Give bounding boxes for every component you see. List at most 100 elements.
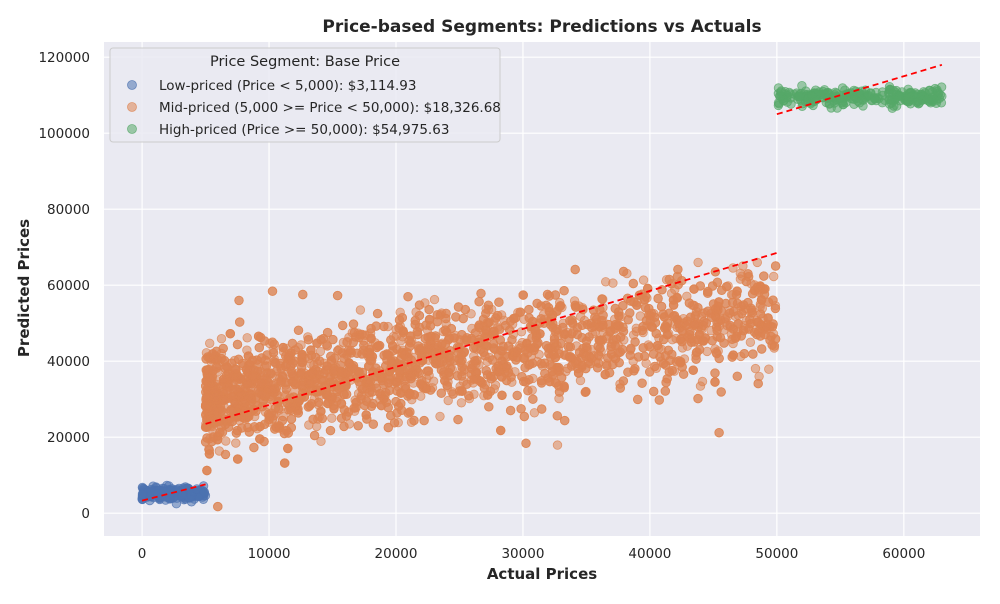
data-point xyxy=(221,436,231,446)
data-point xyxy=(654,395,665,405)
data-point xyxy=(474,297,484,307)
data-point xyxy=(409,390,420,400)
data-point xyxy=(470,328,481,338)
data-point xyxy=(753,326,764,337)
data-point xyxy=(312,338,322,348)
data-point xyxy=(605,326,616,336)
data-point xyxy=(560,415,570,426)
data-point xyxy=(269,339,279,349)
data-point xyxy=(645,316,656,326)
data-point xyxy=(536,359,547,369)
x-tick-label: 60000 xyxy=(882,546,925,562)
data-point xyxy=(509,313,519,324)
data-point xyxy=(505,325,515,335)
data-point xyxy=(586,318,596,329)
data-point xyxy=(206,414,216,425)
data-point xyxy=(287,377,298,387)
data-point xyxy=(422,366,433,376)
data-point xyxy=(280,361,291,372)
data-point xyxy=(741,276,752,287)
data-point xyxy=(368,398,378,409)
data-point xyxy=(267,384,277,394)
data-point xyxy=(357,349,367,359)
data-point xyxy=(366,333,376,343)
data-point xyxy=(515,307,526,317)
data-point xyxy=(673,318,684,329)
data-point xyxy=(671,357,682,367)
data-point xyxy=(233,354,244,365)
data-point xyxy=(521,438,531,449)
data-point xyxy=(529,408,540,418)
data-point xyxy=(769,271,779,282)
data-point xyxy=(540,368,550,379)
x-tick-label: 10000 xyxy=(248,546,291,562)
data-point xyxy=(506,372,516,382)
data-point xyxy=(444,367,454,378)
data-point xyxy=(556,338,566,349)
data-point xyxy=(857,95,867,105)
data-point xyxy=(137,489,148,499)
data-point xyxy=(614,311,624,321)
data-point xyxy=(735,268,746,279)
data-point xyxy=(212,435,223,445)
data-point xyxy=(205,373,215,383)
data-point xyxy=(657,285,667,295)
data-point xyxy=(770,261,781,271)
data-point xyxy=(644,303,654,314)
data-point xyxy=(357,384,368,394)
data-point xyxy=(293,325,304,336)
x-tick-label: 20000 xyxy=(375,546,418,562)
data-point xyxy=(652,340,663,351)
data-point xyxy=(523,386,533,396)
data-point xyxy=(242,333,252,343)
data-point xyxy=(550,352,561,363)
data-point xyxy=(747,305,757,316)
data-point xyxy=(638,343,648,353)
data-point xyxy=(773,100,784,111)
data-point xyxy=(695,381,706,391)
legend-box xyxy=(109,47,501,143)
data-point xyxy=(484,402,494,412)
data-point xyxy=(649,386,659,397)
data-point xyxy=(227,391,238,402)
data-point xyxy=(559,381,569,391)
data-point xyxy=(503,341,514,351)
data-point xyxy=(691,347,702,358)
data-point xyxy=(246,393,256,403)
data-point xyxy=(436,388,447,398)
data-point xyxy=(388,341,398,351)
x-tick-label: 30000 xyxy=(501,546,544,562)
data-point xyxy=(496,425,506,436)
data-point xyxy=(254,342,264,353)
data-point xyxy=(743,269,753,279)
data-point xyxy=(255,434,265,444)
data-point xyxy=(571,302,581,312)
data-point xyxy=(552,411,563,421)
data-point xyxy=(667,349,677,360)
data-point xyxy=(361,410,371,420)
data-point xyxy=(585,359,595,369)
data-point xyxy=(689,284,699,294)
data-point xyxy=(457,386,467,396)
trend-layer xyxy=(141,63,943,502)
data-point xyxy=(567,329,577,339)
data-point xyxy=(567,353,577,363)
data-point xyxy=(731,331,742,342)
data-point xyxy=(409,415,419,426)
data-point xyxy=(701,318,711,328)
data-point xyxy=(293,396,304,407)
data-point xyxy=(770,303,781,314)
data-point xyxy=(177,490,187,500)
data-point xyxy=(673,264,683,275)
data-point xyxy=(597,294,607,304)
data-point xyxy=(424,304,434,315)
data-point xyxy=(527,333,537,343)
data-point xyxy=(594,335,605,345)
data-point xyxy=(481,366,491,376)
data-point xyxy=(449,333,459,343)
data-point xyxy=(733,319,743,329)
data-point xyxy=(419,415,429,426)
y-tick-label: 0 xyxy=(81,506,90,522)
data-point xyxy=(476,288,486,299)
data-point xyxy=(365,350,375,360)
